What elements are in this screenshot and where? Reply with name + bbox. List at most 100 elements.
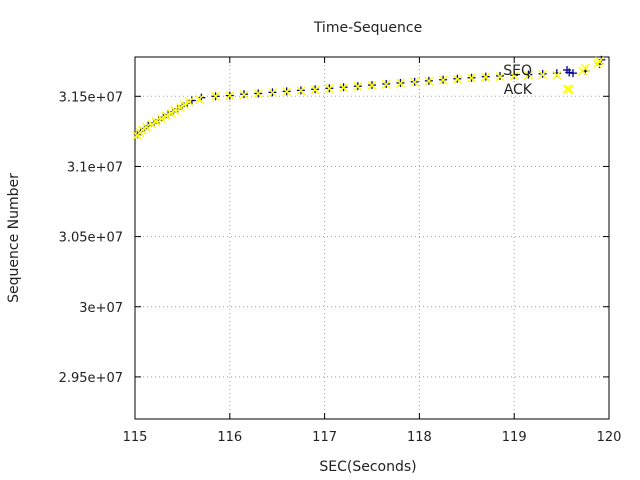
data-point-ack-d2 bbox=[523, 70, 533, 80]
data-point-ack bbox=[353, 81, 363, 91]
data-point-ack bbox=[410, 77, 420, 87]
data-point-ack-d2 bbox=[339, 83, 349, 93]
data-point-ack-d2 bbox=[151, 117, 161, 127]
data-point-ack-d2 bbox=[424, 76, 434, 86]
y-tick-label: 3.15e+07 bbox=[59, 90, 123, 105]
legend-marker-ack bbox=[562, 84, 572, 94]
data-point-ack bbox=[194, 94, 204, 104]
data-point-ack-d2 bbox=[225, 91, 235, 101]
data-point-ack bbox=[161, 111, 171, 121]
data-point-ack-d2 bbox=[410, 77, 420, 87]
data-point-ack-d2 bbox=[395, 78, 405, 88]
data-point-ack bbox=[267, 87, 277, 98]
data-point-ack bbox=[253, 88, 263, 99]
data-point-ack-d2 bbox=[381, 79, 391, 89]
data-point-ack-d2 bbox=[296, 86, 306, 96]
data-point-ack bbox=[339, 83, 349, 93]
data-point-ack bbox=[157, 114, 167, 124]
data-point-ack bbox=[438, 75, 448, 85]
data-point-ack bbox=[452, 74, 462, 84]
data-point-ack bbox=[151, 117, 161, 127]
data-point-ack bbox=[239, 90, 249, 100]
y-tick-label: 3.05e+07 bbox=[59, 231, 123, 246]
data-point-ack bbox=[495, 72, 505, 82]
data-point-ack-d2 bbox=[481, 72, 491, 82]
data-point-ack bbox=[170, 105, 180, 115]
legend-marker-seq bbox=[563, 66, 571, 74]
data-point-ack-d2 bbox=[194, 94, 204, 104]
data-point-ack bbox=[310, 85, 320, 95]
data-point-ack-d2 bbox=[495, 72, 505, 82]
data-point-ack bbox=[509, 71, 519, 81]
legend: SEQ ACK bbox=[503, 63, 572, 98]
x-axis-label: SEC(Seconds) bbox=[319, 459, 416, 475]
data-point-ack-d2 bbox=[161, 111, 171, 121]
y-tick-label: 3.1e+07 bbox=[67, 160, 123, 175]
chart-title: Time-Sequence bbox=[313, 20, 422, 36]
data-point-ack bbox=[580, 63, 590, 73]
data-point-ack bbox=[564, 84, 574, 94]
legend-marker-ack-d2 bbox=[562, 84, 572, 94]
x-tick-label: 116 bbox=[217, 430, 242, 445]
data-point-ack-d2 bbox=[310, 85, 320, 95]
data-point-ack bbox=[467, 73, 477, 83]
data-point-ack bbox=[179, 100, 189, 110]
data-point-ack bbox=[538, 70, 548, 80]
x-tick-label: 115 bbox=[123, 430, 148, 445]
x-tick-label: 119 bbox=[502, 430, 527, 445]
data-point-ack bbox=[296, 86, 306, 96]
x-tick-label: 120 bbox=[597, 430, 622, 445]
data-point-seq bbox=[173, 104, 182, 113]
data-point-ack bbox=[424, 76, 434, 86]
data-point-ack-d2 bbox=[179, 100, 189, 110]
data-point-ack bbox=[282, 87, 292, 97]
data-point-ack-d2 bbox=[438, 75, 448, 85]
y-axis-label: Sequence Number bbox=[6, 173, 22, 303]
data-point-ack bbox=[225, 91, 235, 101]
data-point-ack bbox=[324, 84, 334, 94]
x-tick-label: 117 bbox=[312, 430, 337, 445]
data-point-ack-d2 bbox=[452, 74, 462, 84]
data-point-ack-d2 bbox=[267, 87, 277, 98]
axis-ticks: 115 116 117 118 119 120 2.95e+07 3e+07 3.05e+07 3… bbox=[59, 57, 622, 445]
data-point-ack-d2 bbox=[594, 56, 605, 66]
data-point-ack bbox=[523, 70, 533, 80]
data-point-ack-d2 bbox=[324, 84, 334, 94]
data-point-ack-d2 bbox=[141, 122, 151, 132]
plot-frame bbox=[134, 56, 610, 420]
data-point-ack bbox=[367, 80, 377, 90]
data-point-ack-d2 bbox=[580, 63, 590, 73]
legend-label-seq: SEQ bbox=[503, 63, 532, 79]
data-point-ack bbox=[211, 91, 221, 101]
data-point-ack-d2 bbox=[552, 70, 562, 80]
data-point-ack-d2 bbox=[157, 114, 167, 124]
data-points bbox=[132, 55, 606, 141]
data-point-ack-d2 bbox=[467, 73, 477, 83]
y-tick-label: 2.95e+07 bbox=[59, 371, 123, 386]
data-point-ack bbox=[395, 78, 405, 88]
legend-markers bbox=[562, 66, 572, 94]
data-point-ack-d2 bbox=[253, 88, 263, 99]
legend-label-ack: ACK bbox=[504, 82, 533, 98]
y-tick-label: 3e+07 bbox=[79, 301, 123, 316]
data-point-ack bbox=[184, 97, 194, 107]
data-point-ack-d2 bbox=[367, 80, 377, 90]
data-point-ack bbox=[141, 122, 151, 132]
data-point-seq bbox=[568, 69, 577, 78]
data-point-ack-d2 bbox=[239, 90, 249, 100]
data-point-ack-d2 bbox=[564, 84, 574, 94]
data-point-ack-d2 bbox=[184, 97, 194, 107]
data-point-ack bbox=[552, 70, 562, 80]
grid-lines bbox=[135, 57, 609, 419]
data-point-ack-d2 bbox=[353, 81, 363, 91]
data-point-ack-d2 bbox=[170, 105, 180, 115]
data-point-seq bbox=[154, 116, 163, 125]
data-point-ack-d2 bbox=[211, 91, 221, 101]
data-point-ack-d2 bbox=[282, 87, 292, 97]
data-point-ack bbox=[481, 72, 491, 82]
x-tick-label: 118 bbox=[407, 430, 432, 445]
data-point-ack-d2 bbox=[509, 71, 519, 81]
data-point-ack-d2 bbox=[538, 70, 548, 80]
data-point-ack bbox=[594, 56, 605, 66]
